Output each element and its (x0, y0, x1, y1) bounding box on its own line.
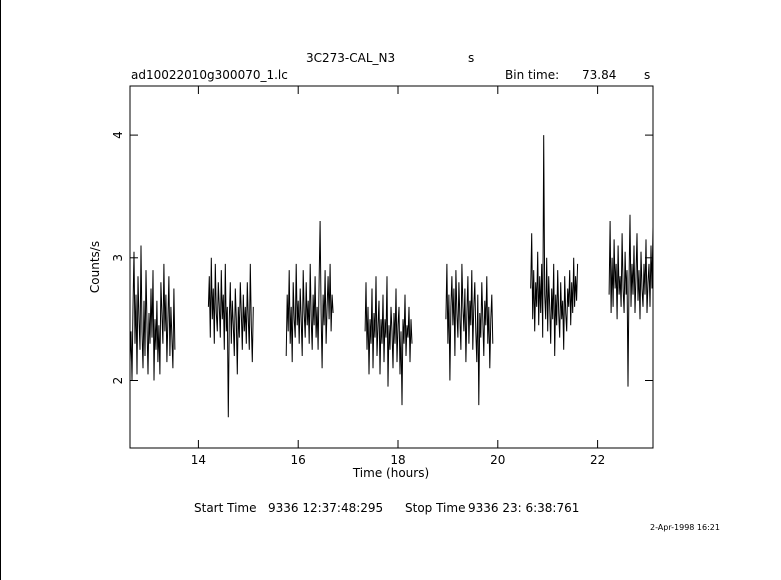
title-unit: s (468, 51, 475, 65)
x-tick-label: 18 (390, 453, 405, 467)
series-segment-7 (608, 214, 654, 387)
y-tick-label: 3 (111, 254, 125, 262)
chart-title: 3C273-CAL_N3 (306, 51, 396, 65)
y-tick-label: 2 (111, 377, 125, 385)
file-name: ad10022010g300070_1.lc (131, 68, 288, 82)
bin-time-label: Bin time: (505, 68, 560, 82)
series-segment-6 (530, 135, 579, 357)
date-stamp: 2-Apr-1998 16:21 (650, 523, 720, 532)
y-axis-label: Counts/s (88, 241, 102, 293)
x-axis-label: Time (hours) (352, 466, 429, 480)
stop-time-value: 9336 23: 6:38:761 (468, 501, 580, 515)
axes-frame (129, 85, 654, 449)
y-tick-label: 4 (111, 131, 125, 139)
bin-time-value: 73.84 (582, 68, 617, 82)
series-segment-5 (445, 263, 494, 406)
start-time-value: 9336 12:37:48:295 (268, 501, 384, 515)
series-segment-2 (207, 257, 254, 418)
series-segment-3 (285, 220, 334, 369)
data-layer (129, 135, 654, 418)
window-left-edge (0, 0, 1, 580)
x-tick-label: 16 (291, 453, 306, 467)
x-tick-label: 14 (191, 453, 206, 467)
bin-time-unit: s (644, 68, 651, 82)
x-tick-label: 22 (590, 453, 605, 467)
x-tick-label: 20 (490, 453, 505, 467)
stop-time-label: Stop Time (405, 501, 466, 515)
series-segment-1 (129, 245, 176, 381)
series-segment-4 (364, 276, 413, 406)
start-time-label: Start Time (194, 501, 257, 515)
